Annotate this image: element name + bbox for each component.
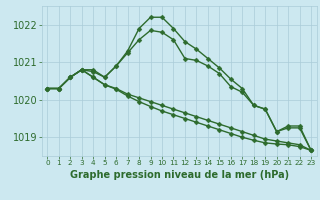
X-axis label: Graphe pression niveau de la mer (hPa): Graphe pression niveau de la mer (hPa) bbox=[70, 170, 289, 180]
